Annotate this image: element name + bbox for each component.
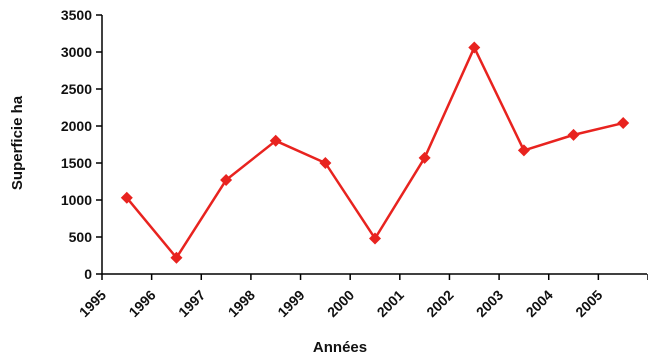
x-axis-title: Années xyxy=(313,339,367,356)
x-tick-label: 1996 xyxy=(125,287,158,320)
data-point-marker xyxy=(567,128,580,141)
x-axis: 1995 1996 1997 1998 1999 2000 2001 2002 2003 2004… xyxy=(76,273,648,320)
data-point-marker xyxy=(418,151,431,164)
data-point-marker xyxy=(120,191,133,204)
x-tick-label: 2000 xyxy=(324,287,357,320)
x-tick-label: 2004 xyxy=(523,287,556,320)
data-point-marker xyxy=(269,134,282,147)
x-tick-label: 1998 xyxy=(225,287,258,320)
x-tick-label: 1997 xyxy=(175,287,208,320)
data-point-marker xyxy=(517,144,530,157)
data-point-marker xyxy=(220,174,233,187)
data-point-marker xyxy=(468,41,481,54)
x-tick-label: 1995 xyxy=(76,287,109,320)
y-axis-title: Superficie ha xyxy=(9,95,26,190)
y-tick-label: 3500 xyxy=(61,7,92,23)
data-point-marker xyxy=(319,157,332,169)
y-tick-label: 3000 xyxy=(61,44,92,60)
x-tick-label: 2005 xyxy=(572,287,605,320)
x-tick-label: 2003 xyxy=(473,287,506,320)
data-point-marker xyxy=(617,117,630,130)
y-tick-label: 0 xyxy=(84,266,92,282)
y-tick-label: 1000 xyxy=(61,192,92,208)
data-point-marker xyxy=(369,232,381,245)
y-tick-label: 500 xyxy=(69,229,93,245)
series-line xyxy=(125,46,624,259)
data-point-marker xyxy=(170,251,183,264)
y-tick-label: 1500 xyxy=(61,155,92,171)
x-tick-label: 2002 xyxy=(423,287,456,320)
series-layer xyxy=(120,41,630,264)
x-tick-label: 2001 xyxy=(374,287,407,320)
x-tick-label: 1999 xyxy=(274,287,307,320)
y-axis: 0 500 1000 1500 2000 2500 3000 3500 xyxy=(61,7,103,282)
y-tick-label: 2000 xyxy=(61,118,92,134)
y-tick-label: 2500 xyxy=(61,81,92,97)
